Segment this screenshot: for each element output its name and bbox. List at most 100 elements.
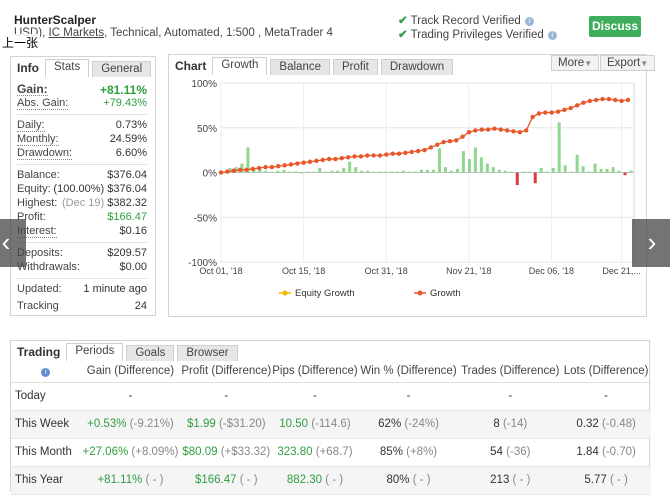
x-tick-label: Dec 21,...	[602, 266, 641, 276]
more-label: More	[558, 57, 585, 69]
growth-point	[555, 109, 561, 114]
daily-label[interactable]: Daily:	[17, 119, 45, 132]
abs-gain-row: Abs. Gain: +79.43%	[17, 97, 147, 111]
highest-label: Highest:	[17, 197, 58, 209]
discuss-button[interactable]: Discuss	[589, 16, 641, 37]
trades-diff: (-36)	[506, 446, 531, 458]
gain-diff: ( - )	[145, 474, 164, 486]
tab-balance[interactable]: Balance	[270, 59, 330, 75]
pips-diff: ( - )	[325, 474, 344, 486]
trades-cell: 8 (-14)	[459, 410, 562, 439]
trades-cell: 213 ( - )	[459, 466, 562, 495]
trades-diff: ( - )	[512, 474, 531, 486]
win-cell: 80% ( - )	[357, 466, 460, 495]
daily-bar	[372, 171, 376, 173]
trading-tab-title: Trading	[17, 345, 61, 359]
chart-legend: Equity Growth Growth	[279, 288, 461, 299]
growth-point	[587, 98, 593, 104]
daily-bar	[420, 169, 424, 173]
growth-point	[619, 98, 624, 104]
trades-cell: 54 (-36)	[459, 438, 562, 467]
gain-diff: (+8.09%)	[131, 446, 179, 458]
export-dropdown[interactable]: Export▼	[600, 55, 656, 71]
y-tick-label: -50%	[194, 213, 217, 224]
trading-privileges-verified: ✔ Trading Privileges Verified i	[398, 27, 557, 41]
growth-point	[333, 156, 338, 162]
daily-bar	[449, 170, 453, 173]
tab-periods[interactable]: Periods	[66, 343, 124, 361]
deposits-value: $209.57	[107, 247, 147, 259]
info-tabs: Info Stats General	[11, 57, 154, 77]
table-header-row: i Gain (Difference) Profit (Difference) …	[11, 361, 651, 383]
daily-bar	[581, 166, 585, 173]
daily-bar	[569, 171, 573, 173]
gain-label[interactable]: Gain:	[17, 82, 48, 96]
daily-bar	[443, 167, 447, 173]
legend-equity-growth[interactable]: Equity Growth	[295, 288, 355, 299]
tab-goals[interactable]: Goals	[126, 345, 175, 361]
tab-browser[interactable]: Browser	[177, 345, 238, 361]
growth-point	[498, 127, 504, 132]
profit-value: -	[224, 390, 229, 402]
tab-general[interactable]: General	[92, 61, 152, 77]
equity-label: Equity:	[17, 183, 51, 195]
previous-arrow-icon[interactable]: ‹	[0, 219, 26, 267]
legend-growth[interactable]: Growth	[430, 288, 461, 299]
balance-label: Balance:	[17, 169, 60, 181]
growth-point	[504, 128, 510, 133]
tab-drawdown[interactable]: Drawdown	[380, 59, 454, 75]
daily-bar	[587, 171, 591, 173]
growth-line	[218, 96, 631, 175]
system-subtitle: USD), IC Markets, Technical, Automated, …	[14, 27, 333, 39]
info-icon[interactable]: i	[524, 17, 534, 26]
gain-diff: (-9.21%)	[129, 418, 174, 430]
equity-row: Equity: (100.00%) $376.04	[17, 183, 147, 197]
info-icon[interactable]: i	[41, 368, 51, 378]
growth-point	[263, 164, 268, 170]
growth-point	[441, 139, 446, 145]
interest-label[interactable]: Interest:	[17, 225, 57, 238]
lots-cell: 5.77 ( - )	[561, 466, 651, 495]
drawdown-label[interactable]: Drawdown:	[17, 147, 73, 160]
growth-point	[365, 153, 370, 158]
growth-point	[492, 126, 497, 131]
growth-point	[409, 149, 414, 155]
growth-point	[460, 134, 465, 139]
gain-cell: +0.53% (-9.21%)	[80, 410, 181, 439]
info-icon[interactable]: i	[547, 31, 557, 40]
x-axis-labels: Oct 01, '18 Oct 15, '18 Oct 31, '18 Nov …	[199, 266, 641, 276]
trades-value: 213	[490, 474, 510, 486]
win-value: 62%	[378, 418, 402, 430]
interest-row: Interest: $0.16	[17, 225, 147, 239]
next-arrow-icon[interactable]: ›	[632, 219, 670, 267]
abs-gain-label[interactable]: Abs. Gain:	[17, 97, 69, 110]
lots-diff: (-0.70)	[601, 446, 636, 458]
growth-point	[479, 127, 484, 132]
growth-point	[454, 138, 459, 143]
daily-bar	[563, 165, 567, 173]
daily-bar	[348, 161, 352, 173]
daily-bar	[599, 168, 603, 173]
monthly-label[interactable]: Monthly:	[17, 133, 59, 146]
more-dropdown[interactable]: More▼	[551, 55, 600, 71]
tab-stats[interactable]: Stats	[45, 59, 90, 77]
broker-link[interactable]: IC Markets	[48, 27, 105, 39]
tab-profit[interactable]: Profit	[332, 59, 378, 75]
daily-bar	[342, 168, 346, 173]
growth-point	[600, 96, 605, 102]
growth-point	[339, 155, 345, 161]
updated-value: 1 minute ago	[83, 283, 147, 295]
tab-growth[interactable]: Growth	[212, 57, 268, 75]
lots-value: 0.32	[576, 418, 599, 430]
daily-bar	[258, 169, 262, 173]
growth-point	[403, 150, 408, 156]
profit-cell: $80.09 (+$33.32)	[180, 438, 273, 467]
lots-value: 1.84	[576, 446, 599, 458]
previous-image-overlay[interactable]: 上一张	[0, 34, 41, 51]
divider	[17, 278, 147, 279]
chevron-down-icon: ▼	[584, 59, 593, 68]
growth-point	[269, 164, 275, 170]
growth-point	[225, 169, 230, 174]
pips-cell: 882.30 ( - )	[272, 466, 358, 495]
growth-point	[473, 128, 478, 133]
